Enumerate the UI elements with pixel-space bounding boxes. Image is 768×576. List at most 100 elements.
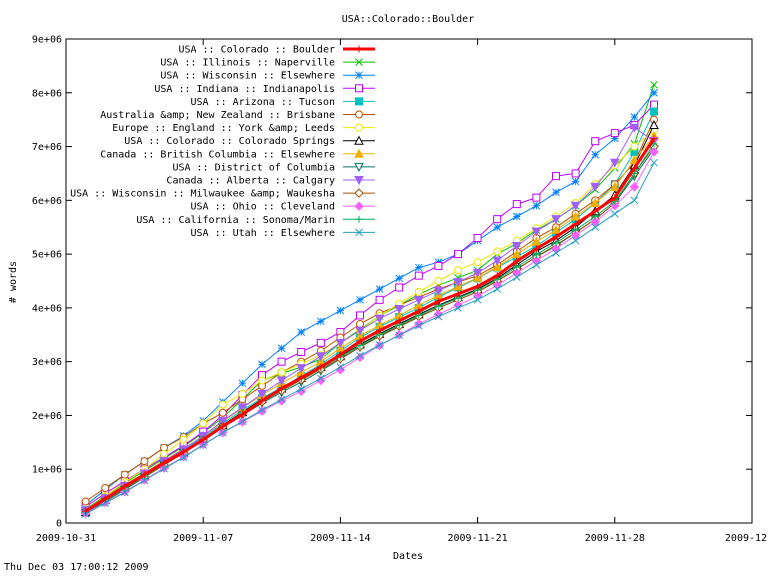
data-point	[434, 312, 443, 321]
data-point	[474, 282, 482, 290]
legend-entry-13: USA :: California :: Sonoma/Marin	[136, 215, 375, 226]
data-point	[650, 134, 658, 142]
x-tick-label: 2009-12-0	[725, 533, 768, 544]
data-point	[473, 258, 482, 267]
series-line	[85, 104, 655, 508]
legend-entry-5: Australia &amp; New Zealand :: Brisbane	[100, 110, 375, 121]
data-point	[414, 271, 423, 280]
series-line	[84, 137, 656, 513]
legend-entry-1: USA :: Illinois :: Naperville	[160, 58, 375, 69]
data-point	[375, 295, 384, 304]
series-14	[81, 158, 658, 518]
chart-title: USA::Colorado::Boulder	[342, 14, 474, 25]
legend-entry-14: USA :: Utah :: Elsewhere	[191, 228, 375, 239]
data-point	[395, 283, 404, 292]
data-point	[277, 368, 286, 377]
data-point	[610, 134, 619, 143]
legend-marker	[355, 71, 363, 80]
data-point	[258, 406, 266, 414]
legend-label: Australia &amp; New Zealand :: Brisbane	[100, 110, 335, 121]
data-point	[121, 482, 129, 490]
data-point	[650, 88, 658, 97]
data-point	[492, 261, 503, 272]
x-tick-label: 2009-10-31	[36, 533, 96, 544]
data-point	[493, 215, 502, 224]
data-point	[277, 344, 286, 353]
data-point	[532, 261, 541, 269]
data-point	[552, 172, 560, 181]
legend-label: USA :: California :: Sonoma/Marin	[136, 215, 335, 226]
data-point	[218, 408, 227, 417]
data-point	[375, 285, 384, 293]
legend-label: Europe :: England :: York &amp; Leeds	[112, 123, 335, 134]
data-point	[316, 374, 325, 383]
data-point	[219, 422, 227, 430]
data-point	[629, 154, 640, 164]
legend-entry-7: USA :: Colorado :: Colorado Springs	[124, 135, 375, 147]
data-point	[258, 360, 266, 369]
data-point	[257, 406, 267, 416]
legend-label: USA :: Utah :: Elsewhere	[191, 228, 336, 239]
data-point	[434, 261, 443, 270]
data-point	[374, 314, 385, 324]
y-tick-label: 9e+06	[32, 35, 62, 46]
data-point	[101, 495, 109, 503]
data-point	[649, 147, 659, 157]
data-point	[415, 307, 423, 315]
data-point	[570, 211, 581, 221]
data-point	[511, 242, 522, 252]
data-point	[532, 201, 541, 210]
legend-entry-8: Canada :: British Columbia :: Elsewhere	[100, 148, 375, 160]
data-point	[609, 158, 620, 168]
data-point	[140, 476, 149, 485]
legend-marker	[355, 215, 363, 223]
legend-label: USA :: Colorado :: Boulder	[178, 45, 335, 56]
legend-marker	[355, 110, 363, 119]
data-point	[297, 385, 306, 393]
legend-marker	[354, 176, 364, 186]
x-tick-label: 2009-11-14	[310, 533, 370, 544]
x-tick-label: 2009-11-21	[447, 533, 507, 544]
legend-entry-9: USA :: District of Columbia	[172, 162, 375, 173]
data-point	[649, 119, 659, 130]
data-point	[454, 290, 462, 298]
data-point	[180, 448, 188, 456]
legend-marker	[355, 97, 363, 106]
legend-marker	[355, 84, 363, 93]
legend-label: USA :: Wisconsin :: Elsewhere	[160, 71, 335, 82]
data-point	[238, 379, 247, 388]
data-point	[453, 278, 463, 288]
data-point	[238, 389, 247, 398]
data-point	[591, 150, 600, 159]
data-point	[297, 328, 306, 336]
y-tick-label: 8e+06	[32, 88, 62, 99]
data-point	[376, 326, 384, 334]
data-point	[591, 137, 600, 146]
data-point	[591, 223, 600, 232]
legend-marker	[355, 228, 363, 237]
data-point	[355, 326, 365, 336]
data-point	[81, 497, 90, 506]
data-point	[395, 331, 404, 340]
data-point	[217, 416, 228, 426]
data-point	[258, 376, 266, 385]
data-point	[609, 181, 620, 191]
data-point	[454, 304, 462, 312]
data-point	[160, 459, 168, 467]
data-point	[414, 287, 423, 296]
data-point	[276, 396, 287, 406]
legend-entry-0: USA :: Colorado :: Boulder	[178, 45, 375, 56]
data-point	[160, 443, 168, 452]
data-point	[356, 320, 364, 329]
data-point	[317, 363, 325, 371]
legend-label: Canada :: Alberta :: Calgary	[166, 176, 335, 187]
data-point	[179, 435, 188, 444]
data-point	[414, 321, 423, 330]
y-tick-label: 4e+06	[32, 303, 62, 314]
data-point	[258, 397, 266, 405]
data-point	[257, 389, 267, 399]
data-point	[512, 212, 521, 221]
legend-label: USA :: District of Columbia	[172, 162, 335, 173]
data-point	[570, 230, 581, 240]
